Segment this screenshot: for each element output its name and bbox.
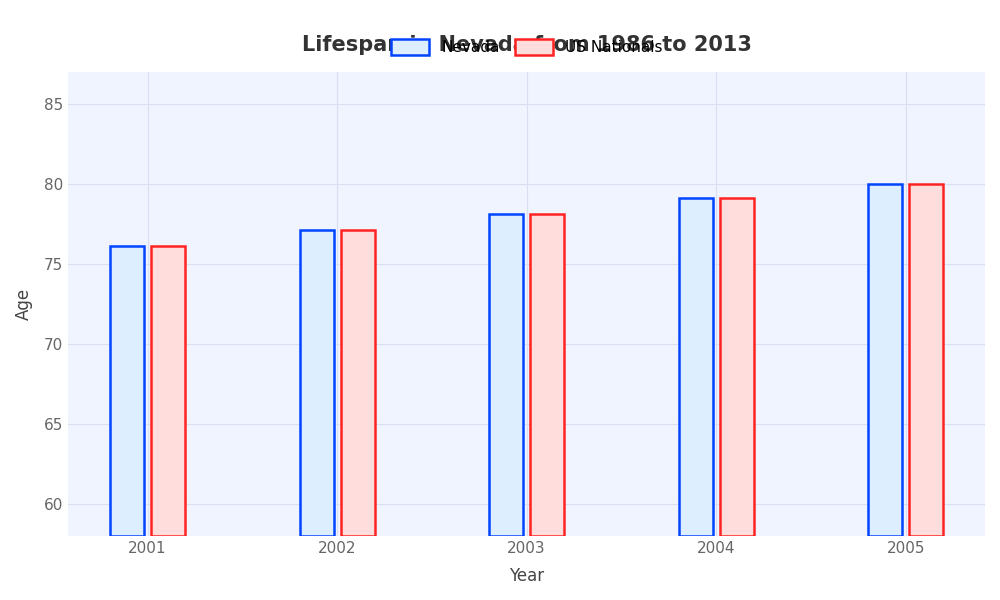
- Bar: [679, 198, 713, 536]
- Title: Lifespan in Nevada from 1986 to 2013: Lifespan in Nevada from 1986 to 2013: [302, 35, 752, 55]
- Bar: [151, 246, 185, 536]
- Bar: [300, 230, 334, 536]
- Bar: [341, 230, 375, 536]
- Legend: Nevada, US Nationals: Nevada, US Nationals: [385, 33, 669, 61]
- Bar: [720, 198, 754, 536]
- X-axis label: Year: Year: [509, 567, 544, 585]
- Bar: [489, 214, 523, 536]
- Bar: [868, 184, 902, 536]
- Bar: [530, 214, 564, 536]
- Y-axis label: Age: Age: [15, 288, 33, 320]
- Bar: [110, 246, 144, 536]
- Bar: [909, 184, 943, 536]
